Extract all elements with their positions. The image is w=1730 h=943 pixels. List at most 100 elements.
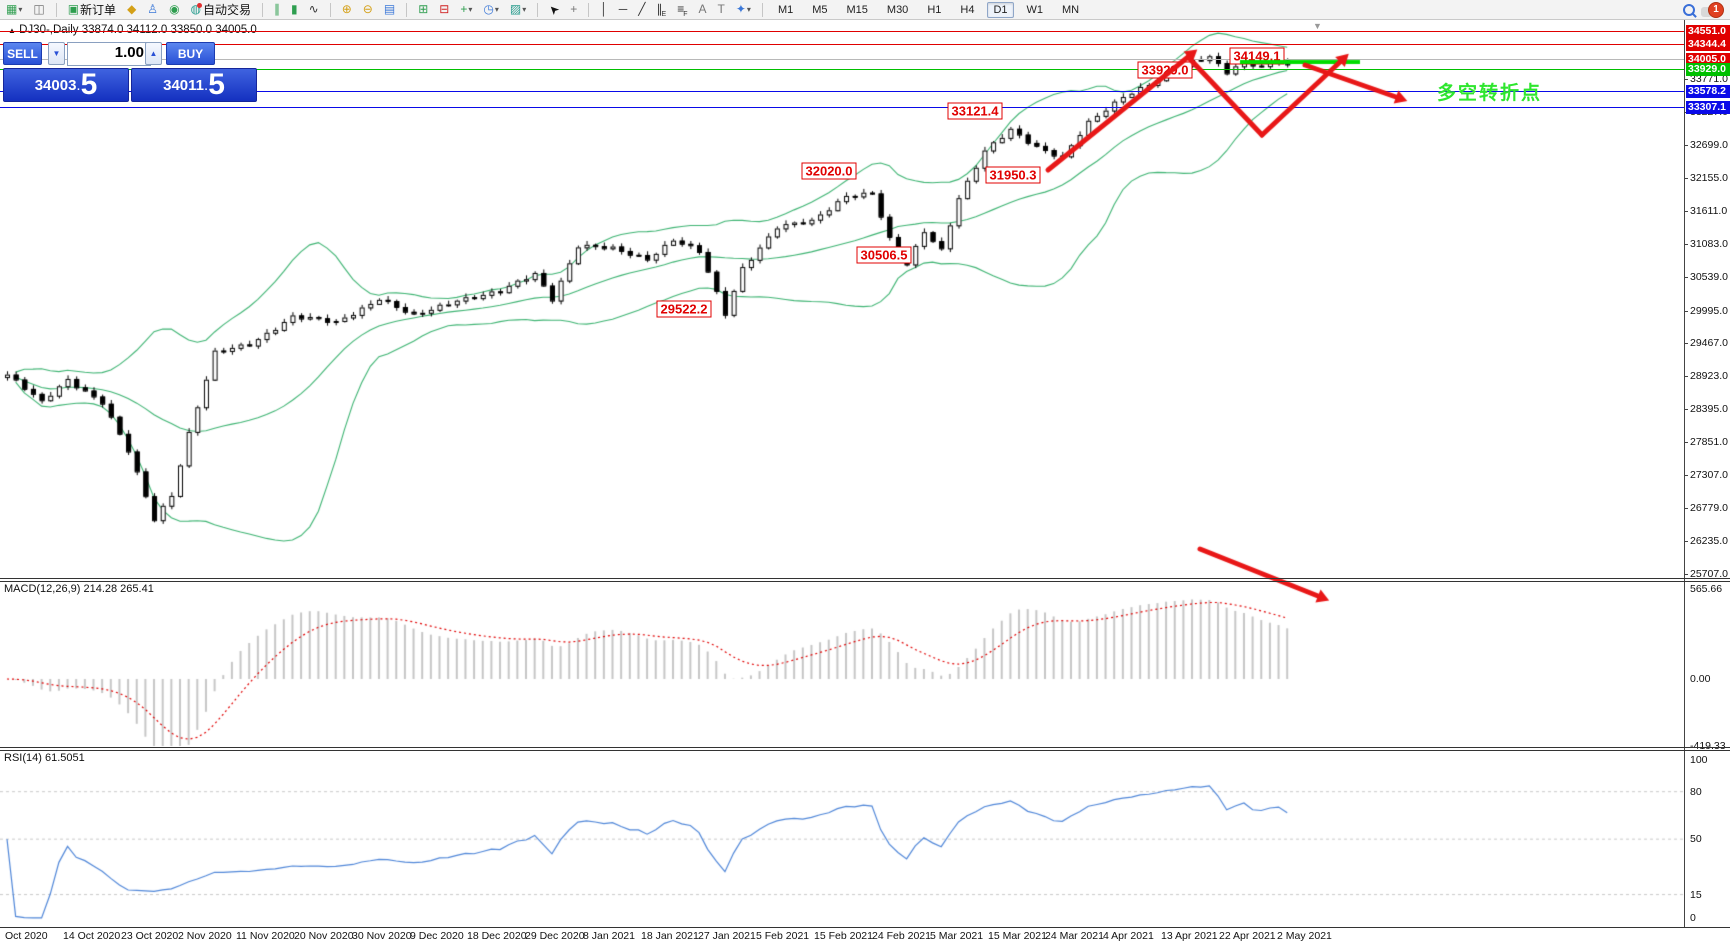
time-axis-border xyxy=(0,927,1730,928)
signals-icon: ◉ xyxy=(169,2,180,16)
price-tag-33578.2: 33578.2 xyxy=(1686,85,1730,98)
price-annotation-33121.4[interactable]: 33121.4 xyxy=(947,102,1003,120)
timeframe-w1[interactable]: W1 xyxy=(1026,3,1044,16)
time-label: Oct 2020 xyxy=(5,930,48,942)
timeframe-h4[interactable]: H4 xyxy=(960,3,975,16)
price-annotation-32020.0[interactable]: 32020.0 xyxy=(801,162,857,180)
text-label-tool[interactable]: T xyxy=(716,1,727,18)
price-annotation-29522.2[interactable]: 29522.2 xyxy=(656,300,712,318)
timeframe-m30[interactable]: M30 xyxy=(886,3,909,16)
fibonacci-tool[interactable]: ≡ F xyxy=(675,1,689,18)
add-indicator-button[interactable]: + ▾ xyxy=(458,1,474,18)
trendline-tool[interactable]: ╱ xyxy=(636,1,647,18)
new-chart-button[interactable]: ▦ ▾ xyxy=(4,1,24,18)
level-line-34551.0[interactable] xyxy=(0,31,1684,32)
channel-tool[interactable]: ∥ E xyxy=(655,1,669,18)
rsi-tick-label: 15 xyxy=(1690,889,1702,901)
timeframe-h1[interactable]: H1 xyxy=(927,3,942,16)
sell-button[interactable]: SELL xyxy=(3,42,42,65)
buy-price-display[interactable]: 34011. 5 xyxy=(131,68,257,102)
periods-button[interactable]: ◷ ▾ xyxy=(481,1,501,18)
price-tag-34551.0: 34551.0 xyxy=(1686,25,1730,38)
macd-label: MACD(12,26,9) 214.28 265.41 xyxy=(4,583,154,595)
timeframe-mn[interactable]: MN xyxy=(1062,3,1080,16)
note-text[interactable]: 多空转折点 xyxy=(1437,83,1543,104)
cursor-tool-button[interactable]: ➤ xyxy=(545,1,562,18)
templates-button[interactable]: ▨ ▾ xyxy=(508,1,528,18)
ohlc-values: 33874.0 34112.0 33850.0 34005.0 xyxy=(81,24,257,36)
profiles-button[interactable]: ◫ xyxy=(31,1,46,18)
buy-button[interactable]: BUY xyxy=(166,42,215,65)
timeframe-m1[interactable]: M1 xyxy=(777,3,794,16)
time-label: 2 May 2021 xyxy=(1277,930,1332,942)
clock-icon: ◷ xyxy=(483,2,494,16)
rsi-tick-label: 80 xyxy=(1690,786,1702,798)
timeframe-m5[interactable]: M5 xyxy=(812,3,828,16)
community-button[interactable]: ♙ xyxy=(145,1,160,18)
toolbar-separator xyxy=(55,2,57,17)
macd-tick-label: 565.66 xyxy=(1690,583,1723,595)
profiles-icon: ◫ xyxy=(33,2,45,16)
toolbar-separator xyxy=(262,2,264,17)
macd-panel-divider[interactable] xyxy=(0,578,1730,579)
rsi-name: RSI(14) xyxy=(4,752,42,764)
time-axis[interactable]: Oct 2020 14 Oct 2020 23 Oct 2020 2 Nov 2020… xyxy=(0,928,1730,943)
price-tick-label: 31611.0 xyxy=(1690,205,1728,217)
indicator-window-button[interactable]: ⊞ xyxy=(416,1,430,18)
line-chart-mode-button[interactable]: ∿ xyxy=(307,1,321,18)
candlestick-mode-button[interactable]: ▮ xyxy=(289,1,300,18)
price-annotation-34149.1[interactable]: 34149.1 xyxy=(1229,47,1285,65)
indicator-window-alt-button[interactable]: ⊟ xyxy=(437,1,451,18)
price-annotation-33929.0[interactable]: 33929.0 xyxy=(1137,61,1193,79)
price-tick-label: 27851.0 xyxy=(1690,436,1728,448)
zoom-in-button[interactable]: ⊕ xyxy=(340,1,354,18)
timeframe-m15[interactable]: M15 xyxy=(846,3,868,16)
bar-chart-mode-button[interactable]: ∥ xyxy=(272,1,282,18)
rsi-panel-divider[interactable] xyxy=(0,747,1730,748)
price-tag-33929.0: 33929.0 xyxy=(1686,63,1730,76)
level-line-33307.1[interactable] xyxy=(0,107,1684,108)
time-label: 9 Dec 2020 xyxy=(410,930,464,942)
buy-price-int: 34011 xyxy=(163,77,205,94)
toolbar-separator xyxy=(406,2,408,17)
chevron-down-icon: ▾ xyxy=(494,5,499,14)
header-right-icons: 1 xyxy=(1683,1,1726,18)
vertical-line-tool[interactable]: │ xyxy=(598,1,610,18)
price-tick-label: 29467.0 xyxy=(1690,337,1728,349)
autotrading-button[interactable]: ◍ 自动交易 xyxy=(189,1,254,18)
objects-icon: ✦ xyxy=(735,2,746,16)
time-label: 24 Feb 2021 xyxy=(872,930,931,942)
price-annotation-30506.5[interactable]: 30506.5 xyxy=(856,246,912,264)
volume-down-button[interactable]: ▼ xyxy=(48,42,65,65)
text-label-icon: T xyxy=(717,2,725,16)
volume-up-button[interactable]: ▲ xyxy=(145,42,162,65)
crosshair-icon: + xyxy=(570,2,578,16)
timeframe-d1[interactable]: D1 xyxy=(987,1,1014,18)
crosshair-tool-button[interactable]: + xyxy=(568,1,579,18)
objects-tool[interactable]: ✦ ▾ xyxy=(734,1,753,18)
tile-windows-button[interactable]: ▤ xyxy=(382,1,397,18)
community-icon: ♙ xyxy=(147,2,159,16)
rsi-tick-label: 0 xyxy=(1690,912,1696,924)
metaeditor-button[interactable]: ◆ xyxy=(125,1,138,18)
search-icon[interactable] xyxy=(1683,3,1695,16)
zoom-out-button[interactable]: ⊖ xyxy=(361,1,375,18)
bar-chart-icon: ∥ xyxy=(274,2,281,16)
time-label: 18 Dec 2020 xyxy=(467,930,527,942)
volume-input[interactable]: 1.00 xyxy=(67,42,151,66)
horizontal-line-tool[interactable]: ─ xyxy=(617,1,630,18)
notification-badge[interactable]: 1 xyxy=(1708,1,1724,18)
vertical-line-icon: │ xyxy=(600,2,608,16)
text-tool[interactable]: A xyxy=(697,1,709,18)
new-order-button[interactable]: ▣ 新订单 xyxy=(66,1,118,18)
time-label: 30 Nov 2020 xyxy=(352,930,412,942)
indicator-window-icon: ⊞ xyxy=(418,2,429,16)
sell-price-display[interactable]: 34003. 5 xyxy=(3,68,129,102)
time-label: 5 Mar 2021 xyxy=(930,930,984,942)
chart-shift-marker[interactable]: ▼ xyxy=(1313,21,1322,31)
price-annotation-31950.3[interactable]: 31950.3 xyxy=(985,166,1041,184)
signals-button[interactable]: ◉ xyxy=(167,1,181,18)
top-toolbar: ▦ ▾ ◫ ▣ 新订单 ◆ ♙ ◉ ◍ 自动交易 ∥ ▮ ∿ ⊕ ⊖ ▤ ⊞ ⊟ + ▾… xyxy=(0,0,1730,20)
new-order-icon: ▣ xyxy=(67,2,80,16)
